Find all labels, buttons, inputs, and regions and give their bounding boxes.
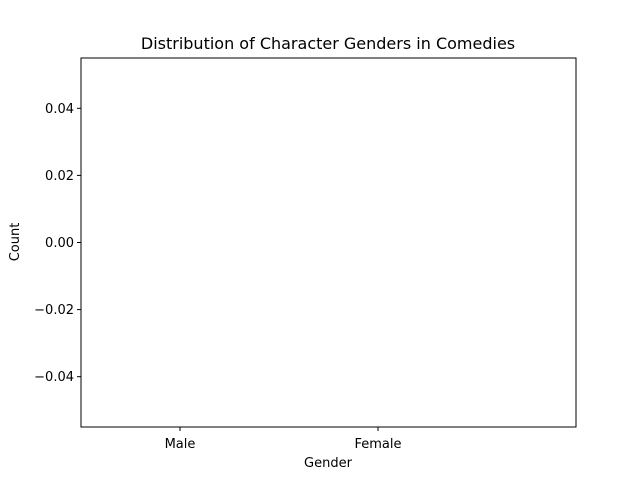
y-axis-label: Count [8, 223, 23, 262]
chart-title: Distribution of Character Genders in Com… [141, 34, 515, 53]
x-axis-ticks: Male Female [165, 427, 402, 452]
y-tick-label: −0.02 [34, 303, 74, 318]
x-tick-label: Male [165, 437, 196, 452]
y-tick-label: 0.04 [45, 102, 74, 117]
y-tick-label: −0.04 [34, 370, 74, 385]
y-axis-ticks: −0.04 −0.02 0.00 0.02 0.04 [34, 102, 81, 385]
y-tick-label: 0.02 [45, 169, 74, 184]
x-tick-label: Female [354, 437, 401, 452]
x-axis-label: Gender [304, 456, 353, 471]
y-tick-label: 0.00 [45, 236, 74, 251]
